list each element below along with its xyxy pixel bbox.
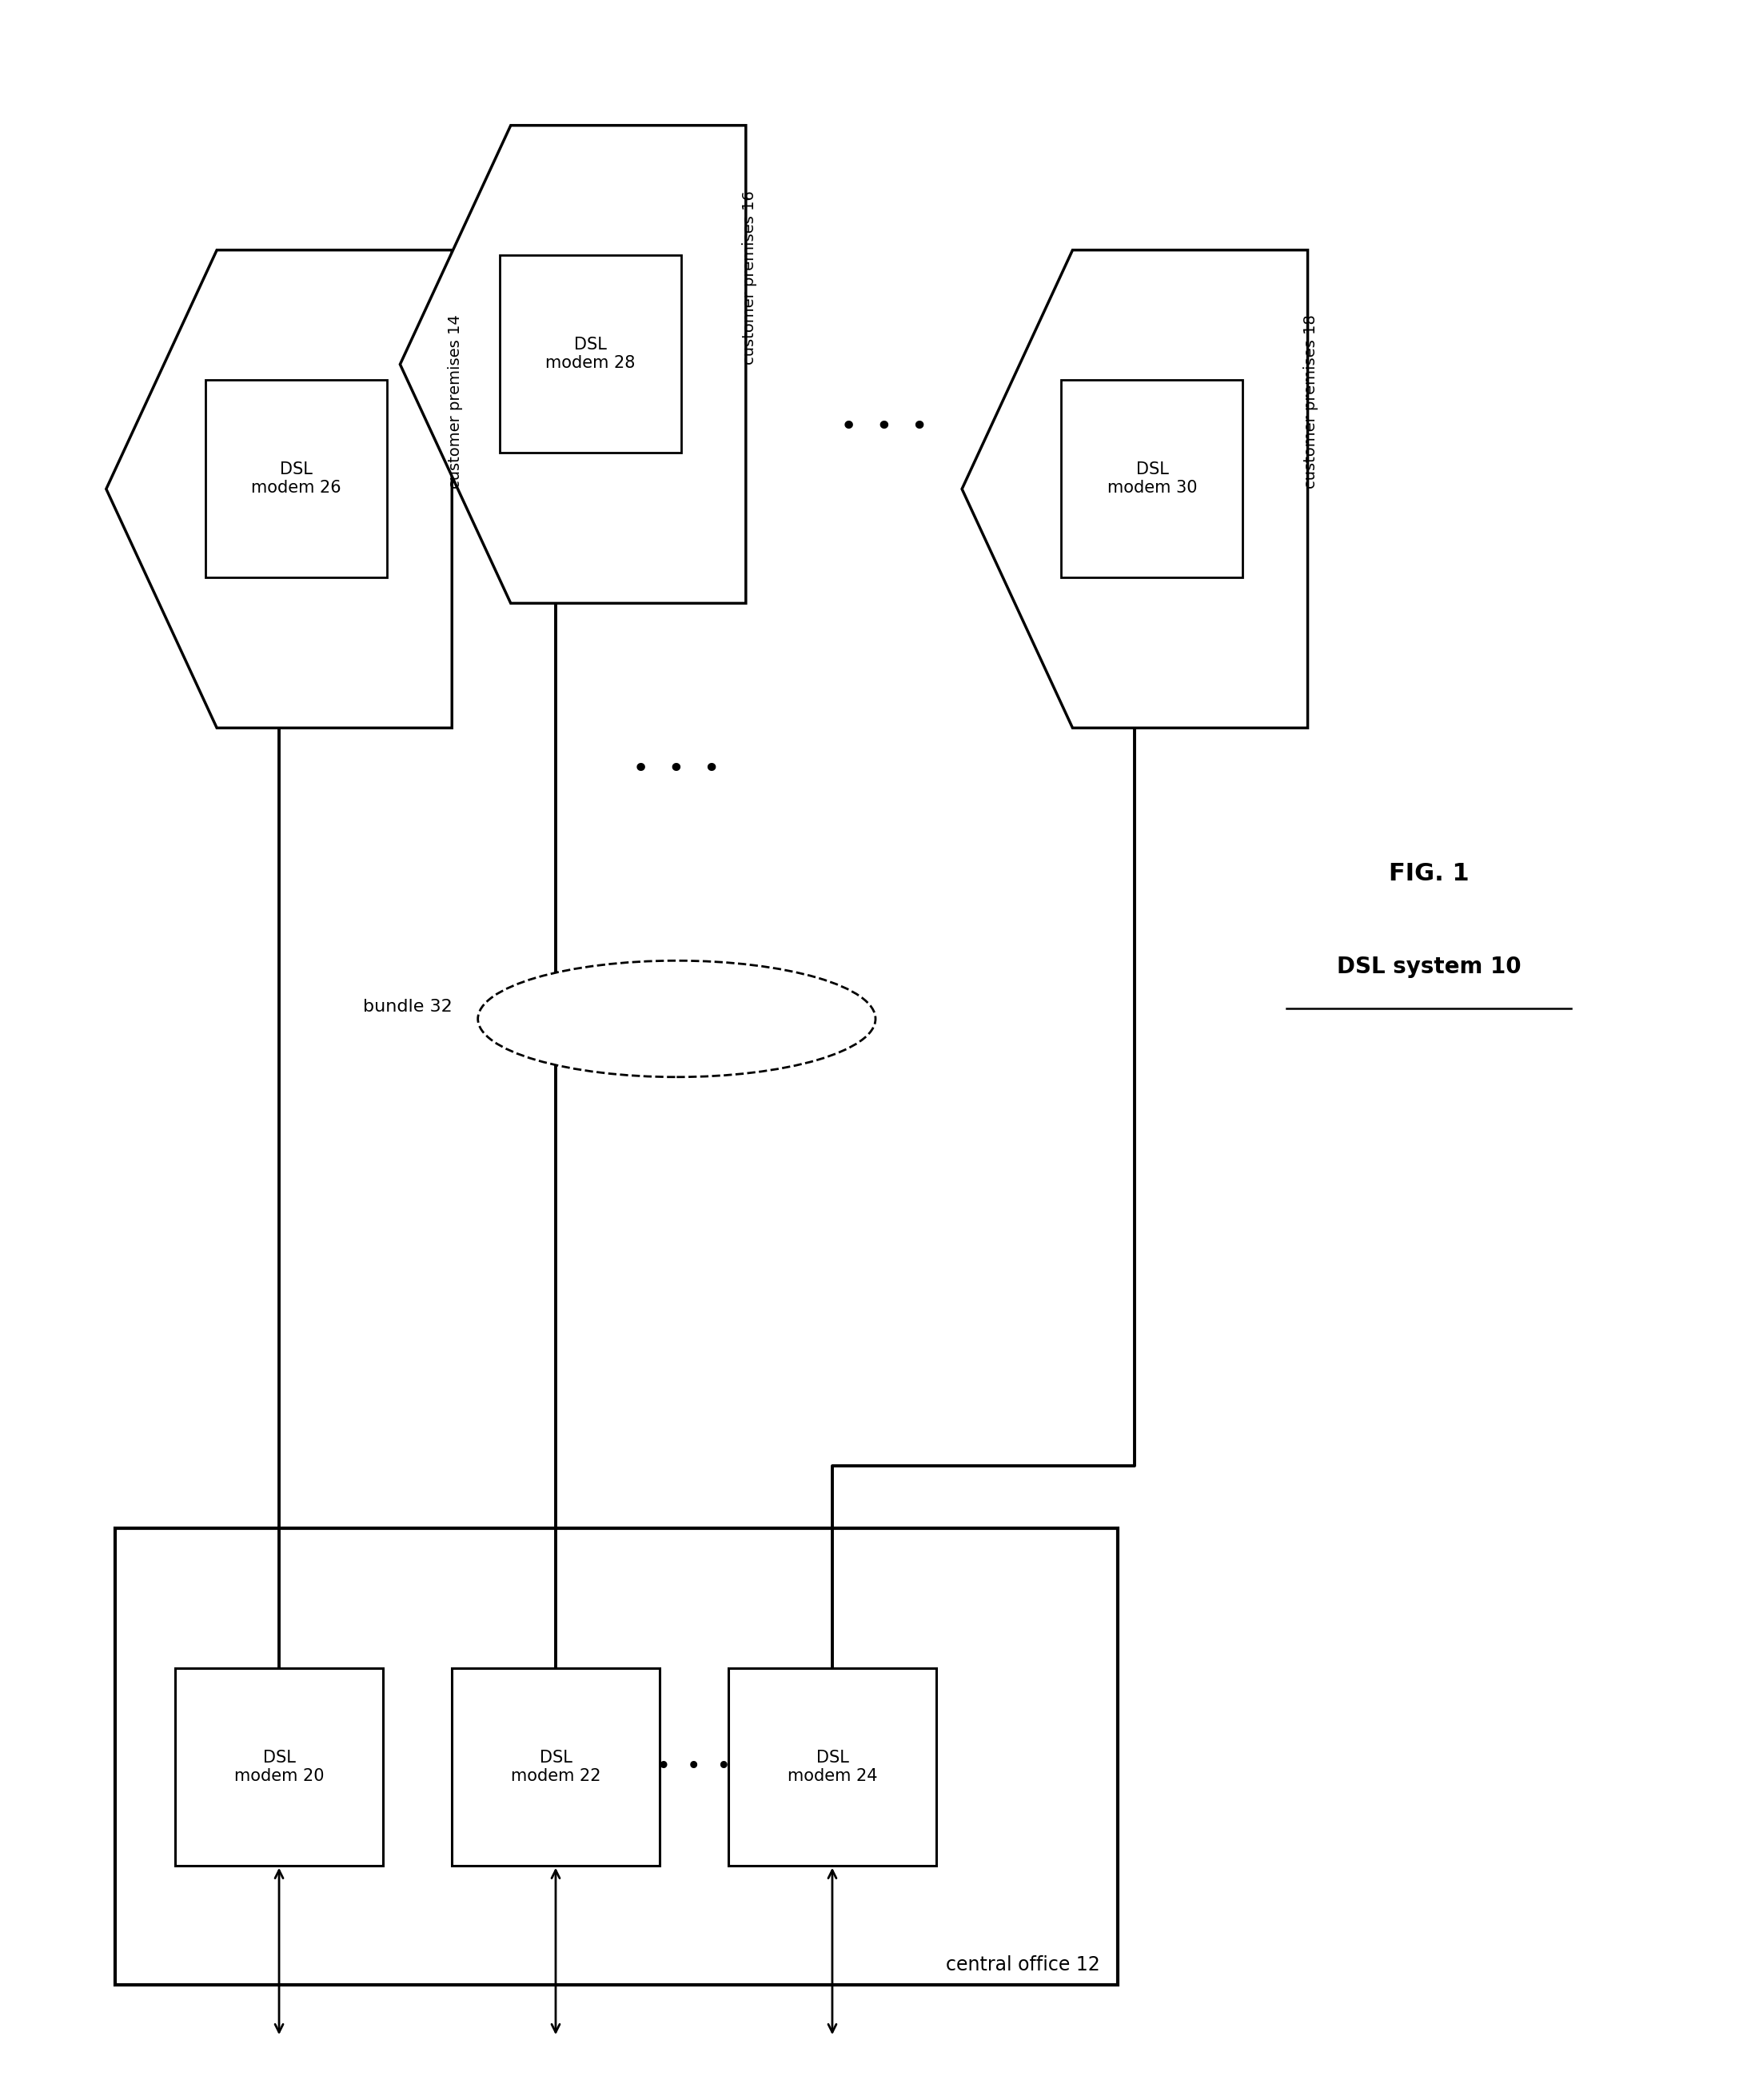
Polygon shape: [399, 126, 746, 603]
Text: bundle 32: bundle 32: [362, 1000, 452, 1014]
FancyBboxPatch shape: [1061, 380, 1243, 578]
Polygon shape: [961, 250, 1308, 729]
FancyBboxPatch shape: [728, 1667, 937, 1865]
FancyBboxPatch shape: [499, 256, 681, 454]
FancyBboxPatch shape: [452, 1667, 660, 1865]
Text: customer premises 16: customer premises 16: [742, 191, 756, 363]
Text: •  •  •: • • •: [840, 414, 928, 441]
FancyBboxPatch shape: [116, 1529, 1117, 1984]
Text: DSL
modem 30: DSL modem 30: [1107, 462, 1198, 496]
Text: •  •  •: • • •: [657, 1756, 732, 1779]
Polygon shape: [107, 250, 452, 729]
FancyBboxPatch shape: [205, 380, 387, 578]
Text: DSL
modem 28: DSL modem 28: [545, 336, 636, 372]
Text: FIG. 1: FIG. 1: [1389, 861, 1469, 884]
Text: •  •  •: • • •: [632, 756, 721, 783]
FancyBboxPatch shape: [175, 1667, 383, 1865]
Text: DSL
modem 26: DSL modem 26: [252, 462, 341, 496]
Ellipse shape: [478, 960, 876, 1077]
Text: DSL
modem 22: DSL modem 22: [511, 1749, 601, 1785]
Text: DSL system 10: DSL system 10: [1336, 956, 1522, 979]
Text: DSL
modem 24: DSL modem 24: [788, 1749, 877, 1785]
Text: DSL
modem 20: DSL modem 20: [235, 1749, 324, 1785]
Text: central office 12: central office 12: [946, 1955, 1100, 1974]
Text: customer premises 14: customer premises 14: [448, 315, 462, 489]
Text: customer premises 18: customer premises 18: [1303, 315, 1319, 489]
